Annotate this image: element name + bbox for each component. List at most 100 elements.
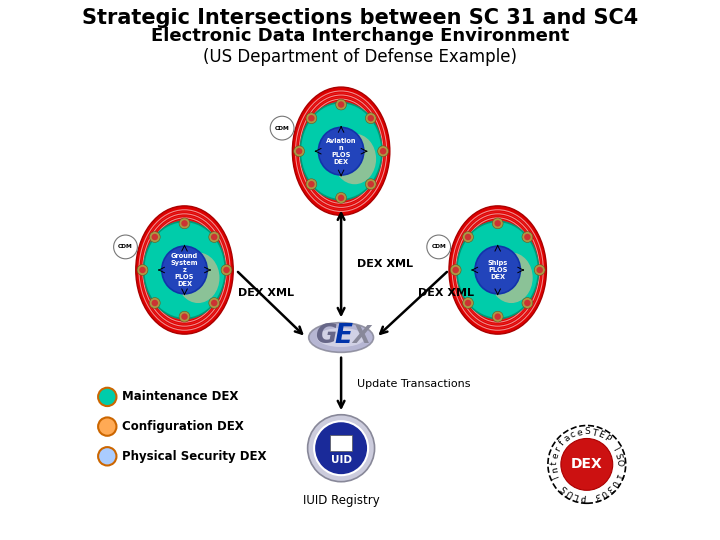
Text: f: f [557, 439, 567, 448]
Text: r: r [554, 446, 563, 453]
Circle shape [98, 388, 117, 406]
Ellipse shape [162, 246, 207, 294]
Circle shape [209, 232, 220, 242]
Circle shape [338, 194, 344, 201]
Text: Ground
System
z
PLOS
DEX: Ground System z PLOS DEX [171, 253, 198, 287]
Circle shape [150, 232, 161, 242]
Circle shape [209, 298, 220, 308]
Circle shape [492, 218, 503, 229]
Text: 1: 1 [612, 472, 622, 481]
Text: Physical Security DEX: Physical Security DEX [122, 450, 267, 463]
Circle shape [179, 311, 190, 322]
Text: CDM: CDM [275, 126, 289, 131]
Text: Configuration DEX: Configuration DEX [122, 420, 244, 433]
Ellipse shape [449, 206, 546, 334]
Ellipse shape [475, 246, 521, 294]
Ellipse shape [176, 253, 220, 303]
Circle shape [536, 267, 543, 273]
Circle shape [211, 234, 217, 240]
Circle shape [365, 113, 376, 124]
Text: 3: 3 [593, 490, 601, 500]
Ellipse shape [144, 221, 225, 319]
FancyBboxPatch shape [330, 435, 352, 451]
Ellipse shape [317, 328, 366, 347]
Circle shape [365, 179, 376, 190]
Text: 0: 0 [608, 478, 619, 488]
Circle shape [548, 426, 626, 503]
Ellipse shape [490, 253, 533, 303]
Text: Ships
PLOS
DEX: Ships PLOS DEX [487, 260, 508, 280]
Circle shape [465, 300, 472, 306]
Circle shape [336, 99, 346, 110]
Circle shape [221, 265, 232, 275]
Text: Maintenance DEX: Maintenance DEX [122, 390, 239, 403]
Text: G: G [315, 323, 337, 349]
Circle shape [306, 179, 317, 190]
Circle shape [181, 220, 188, 227]
Text: O: O [614, 459, 624, 467]
Circle shape [492, 311, 503, 322]
Text: L: L [572, 490, 580, 500]
Text: P: P [601, 434, 611, 444]
Text: E: E [596, 430, 605, 440]
Ellipse shape [309, 322, 374, 352]
Circle shape [150, 298, 161, 308]
Text: S: S [584, 428, 590, 436]
Text: Strategic Intersections between SC 31 and SC4: Strategic Intersections between SC 31 an… [82, 8, 638, 28]
Circle shape [306, 113, 317, 124]
Circle shape [308, 181, 315, 187]
Circle shape [308, 115, 315, 122]
Text: UID: UID [330, 455, 351, 465]
Circle shape [495, 220, 501, 227]
Text: U: U [565, 487, 575, 498]
Circle shape [524, 234, 531, 240]
Text: DEX XML: DEX XML [418, 288, 474, 298]
Text: c: c [569, 430, 577, 440]
Text: Electronic Data Interchange Environment: Electronic Data Interchange Environment [151, 27, 569, 45]
Ellipse shape [136, 206, 233, 334]
Circle shape [181, 313, 188, 320]
Circle shape [465, 234, 472, 240]
Text: t: t [550, 461, 559, 465]
Circle shape [314, 421, 368, 475]
Circle shape [152, 234, 158, 240]
Text: 0: 0 [599, 487, 608, 497]
Text: Update Transactions: Update Transactions [357, 379, 471, 389]
Ellipse shape [318, 127, 364, 175]
Text: I: I [552, 474, 562, 480]
Circle shape [211, 300, 217, 306]
Text: IUID Registry: IUID Registry [302, 494, 379, 507]
Text: DEX XML: DEX XML [357, 259, 413, 269]
Circle shape [427, 235, 451, 259]
Circle shape [522, 232, 533, 242]
Circle shape [98, 447, 117, 465]
Text: DEX XML: DEX XML [238, 288, 294, 298]
Text: e: e [576, 428, 583, 438]
Text: n: n [550, 466, 559, 473]
Text: e: e [551, 452, 561, 460]
Circle shape [463, 232, 474, 242]
Text: a: a [562, 434, 572, 444]
Ellipse shape [333, 134, 376, 184]
Circle shape [307, 415, 374, 482]
Text: (US Department of Defense Example): (US Department of Defense Example) [203, 48, 517, 65]
Text: E: E [335, 323, 353, 349]
Circle shape [179, 218, 190, 229]
Text: 3: 3 [604, 483, 614, 493]
Circle shape [139, 267, 145, 273]
Ellipse shape [457, 221, 539, 319]
Ellipse shape [292, 87, 390, 215]
Circle shape [98, 417, 117, 436]
Text: DEX: DEX [571, 457, 603, 471]
Text: X: X [353, 324, 371, 348]
Text: Aviation
n
PLOS
DEX: Aviation n PLOS DEX [326, 138, 356, 165]
Circle shape [336, 192, 346, 203]
Text: S: S [613, 452, 623, 460]
Circle shape [223, 267, 230, 273]
Circle shape [338, 102, 344, 108]
Circle shape [534, 265, 545, 275]
Text: S: S [559, 483, 570, 493]
Circle shape [522, 298, 533, 308]
Circle shape [380, 148, 387, 154]
Circle shape [452, 267, 459, 273]
